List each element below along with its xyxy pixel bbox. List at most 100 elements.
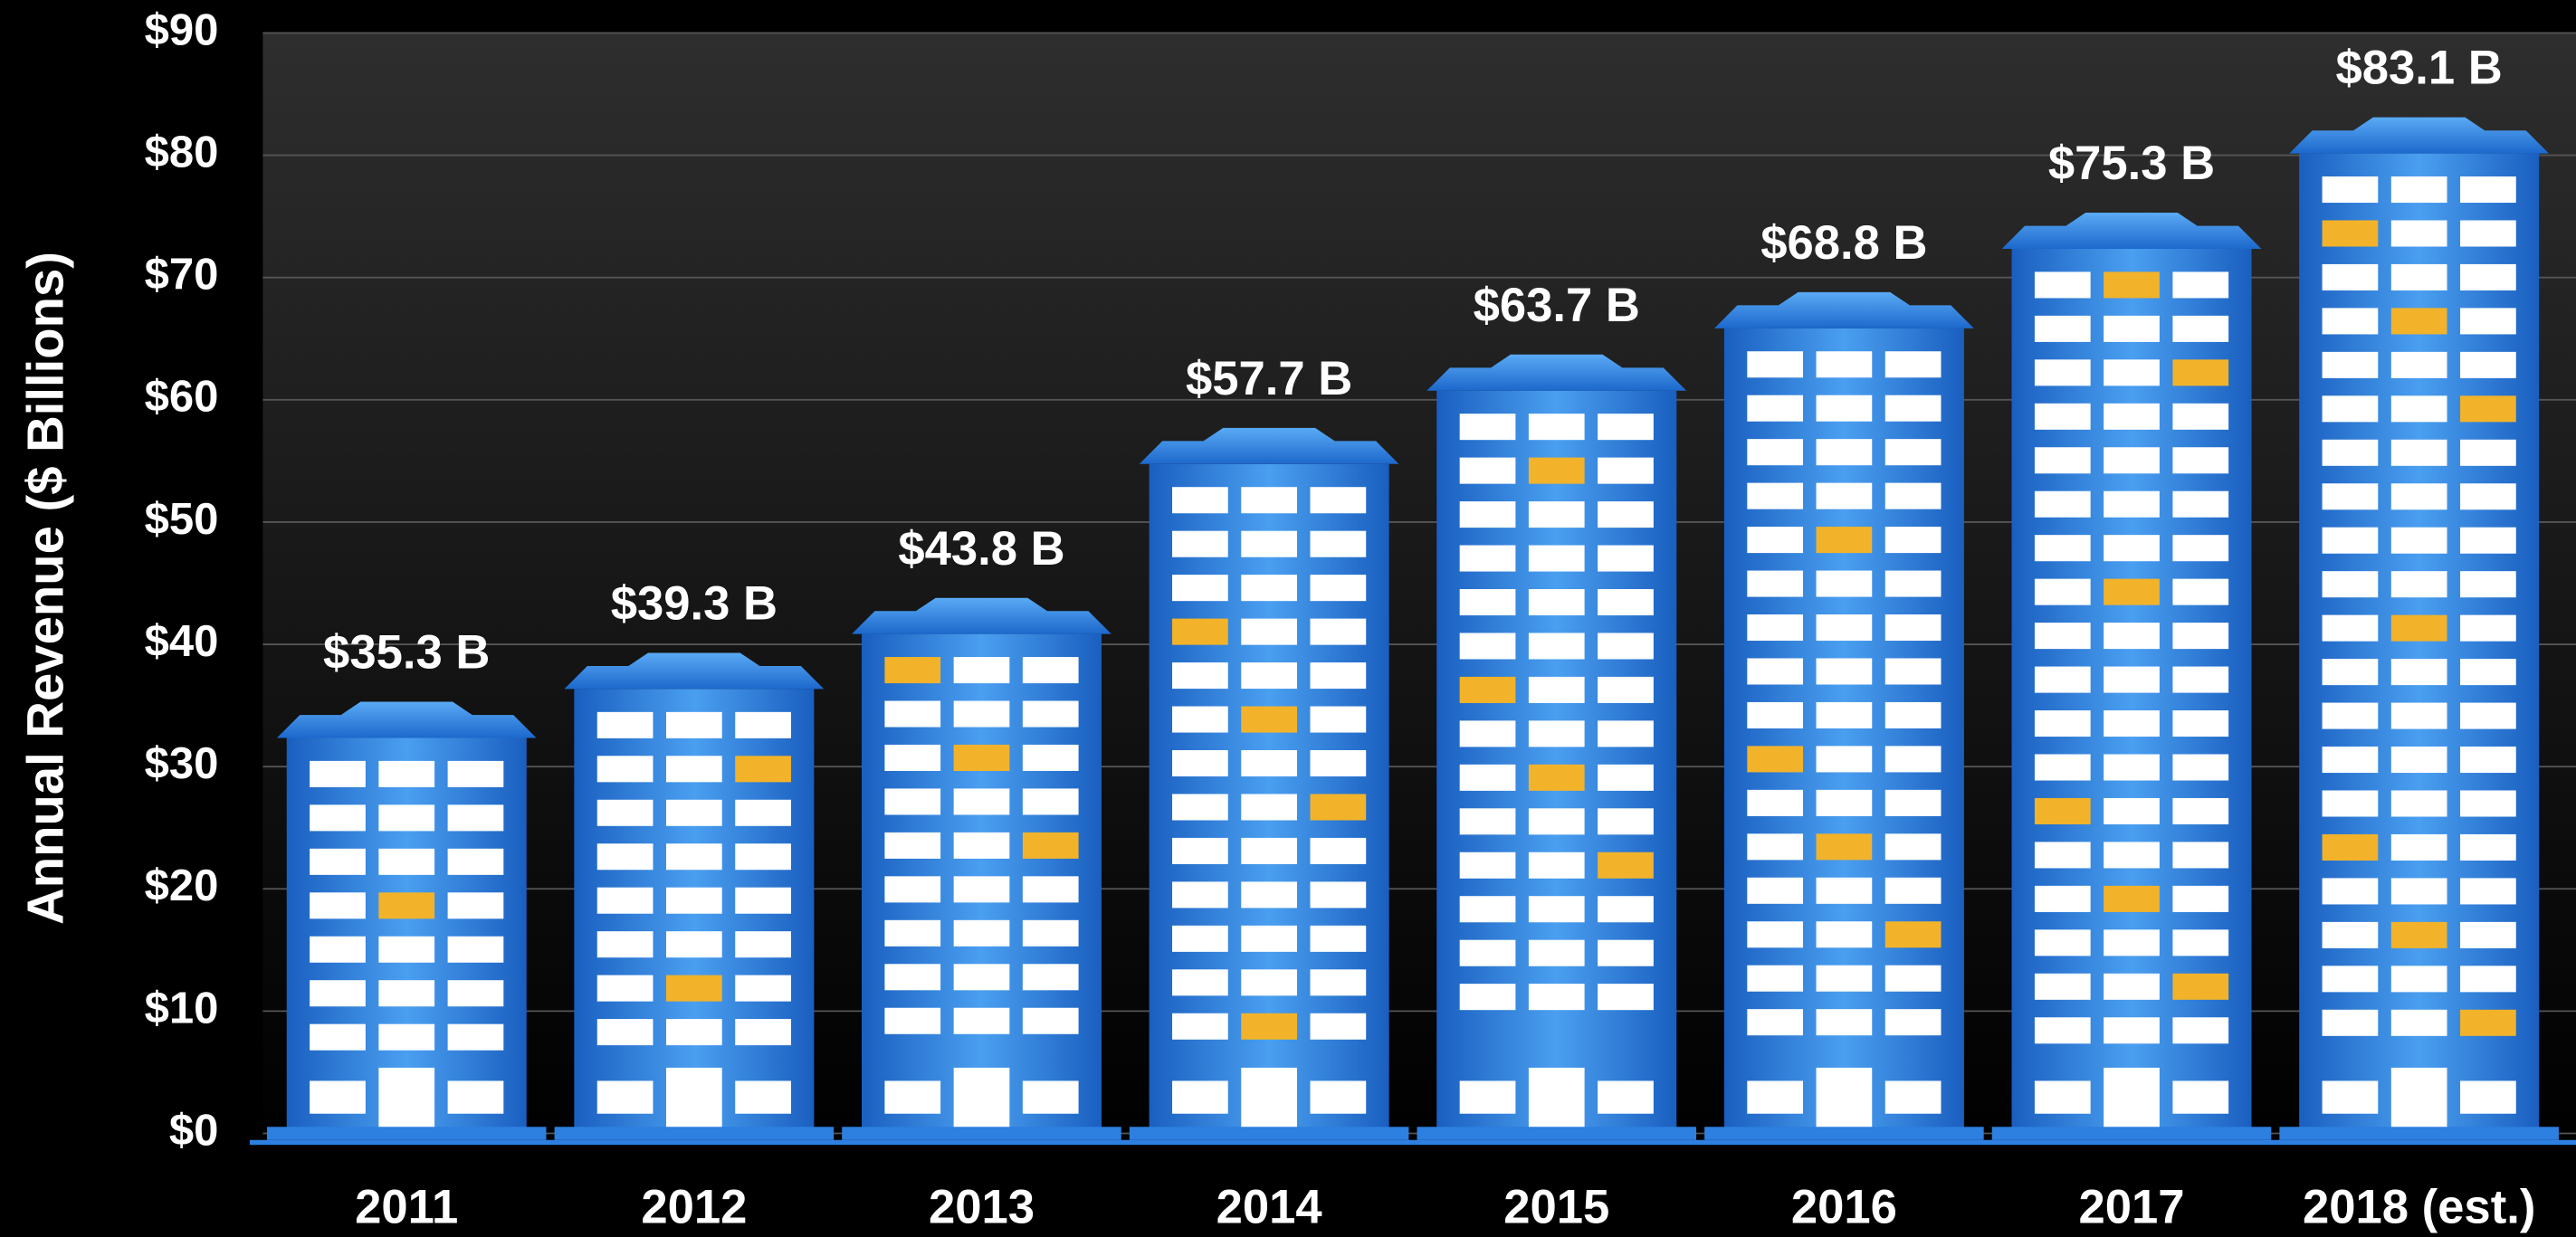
window [2390,1009,2447,1036]
window [1022,1080,1079,1114]
window [2034,929,2091,956]
window [1884,439,1942,466]
window [1459,852,1516,879]
window [1459,501,1516,528]
window [2172,271,2229,299]
window [1241,662,1297,690]
window [1884,395,1942,422]
window [1022,832,1079,859]
window [2034,885,2091,912]
window [1241,575,1297,602]
building [1991,213,2272,1140]
window [310,1023,366,1051]
window [2322,878,2379,905]
building [1129,427,1409,1140]
window [1747,789,1804,816]
window [2460,921,2516,948]
x-tick-label: 2018 (est.) [2303,1181,2535,1234]
value-label: $57.7 B [1186,352,1352,405]
window [2390,483,2447,510]
door [2390,1067,2447,1134]
building [1417,354,1697,1140]
window [2460,702,2516,729]
window [1598,720,1654,747]
window [2034,666,2091,693]
window [2460,659,2516,686]
window [1459,764,1516,791]
window [2390,527,2447,554]
window [1884,1009,1942,1036]
window [1172,575,1228,602]
window [1598,852,1654,879]
window [1747,570,1804,597]
window [1816,439,1873,466]
window [1884,701,1942,728]
window [2172,797,2229,824]
window [1310,618,1367,645]
window [2104,490,2160,518]
window [1528,808,1585,835]
window [1459,720,1516,747]
window [2104,797,2160,824]
building [266,701,547,1140]
window [884,832,941,859]
window [447,804,504,832]
building-base [842,1127,1121,1140]
x-tick-label: 2015 [1503,1181,1609,1234]
window [1528,545,1585,572]
window [2390,702,2447,729]
window [1816,395,1873,422]
window [1816,701,1873,728]
window [1884,1080,1942,1114]
window [378,804,435,832]
window [1241,530,1297,557]
window [2460,1080,2516,1114]
window [666,711,722,738]
window [2034,359,2091,386]
window [2104,929,2160,956]
window [596,887,654,914]
window [1747,351,1804,378]
window [378,936,435,963]
window [1022,964,1079,991]
window [2460,220,2516,247]
building-base [554,1127,835,1140]
window [666,887,722,914]
window [1022,700,1079,728]
window [1747,965,1804,992]
window [1884,482,1942,509]
window [2390,747,2447,774]
window [953,744,1010,771]
window [2460,176,2516,204]
window [1528,896,1585,923]
window [884,1080,941,1114]
window [1816,746,1873,773]
window [2390,878,2447,905]
window [2460,790,2516,817]
window [310,848,366,875]
window [1598,764,1654,791]
window [2322,790,2379,817]
window [1172,618,1228,645]
window [2172,447,2229,474]
window [1172,706,1228,733]
building [554,652,835,1140]
window [1884,570,1942,597]
window [2460,351,2516,378]
window [2322,263,2379,290]
building [1704,291,1984,1140]
window [596,1080,654,1114]
window [1310,794,1367,821]
y-tick-label: $30 [145,739,219,788]
window [2104,315,2160,342]
window [596,843,654,871]
window [1884,527,1942,554]
window [1172,969,1228,996]
window [310,936,366,963]
value-label: $43.8 B [898,522,1064,576]
window [1884,965,1942,992]
window [2390,308,2447,335]
window [2390,571,2447,598]
window [2390,790,2447,817]
window [2034,797,2091,824]
